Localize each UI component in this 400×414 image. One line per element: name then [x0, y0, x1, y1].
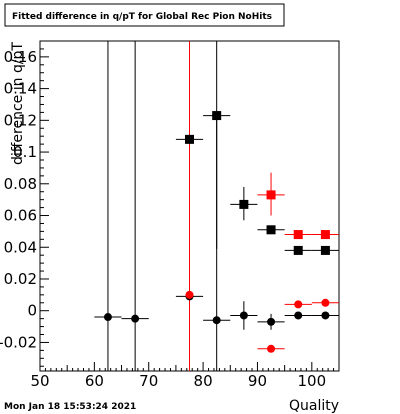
data-point-circle	[321, 298, 330, 307]
data-point-circle	[267, 344, 276, 353]
data-point-circle	[131, 314, 140, 323]
data-point-square	[185, 134, 194, 144]
data-point-circle	[239, 311, 248, 320]
y-tick-label: 0.08	[4, 175, 37, 193]
data-point-square	[320, 230, 330, 240]
data-point-circle	[267, 317, 276, 326]
y-axis-title: difference in q/pT	[10, 42, 26, 165]
y-tick-label: -0.02	[0, 333, 37, 351]
x-axis-title: Quality	[289, 398, 339, 414]
data-point-square	[320, 245, 330, 255]
y-tick-label: 0.06	[4, 207, 37, 225]
y-tick-label: 0.1	[13, 143, 37, 161]
y-tick-label: 0.04	[4, 238, 37, 256]
x-tick-label: 80	[194, 372, 213, 390]
x-tick-label: 70	[139, 372, 158, 390]
data-marks	[94, 41, 339, 371]
data-point-square	[212, 111, 222, 121]
data-point-circle	[212, 316, 221, 325]
x-tick-label: 50	[30, 372, 49, 390]
axis-ticks	[39, 40, 340, 371]
x-tick-label: 60	[85, 372, 104, 390]
y-tick-label: 0.12	[4, 111, 37, 129]
data-point-square	[293, 245, 303, 255]
y-tick-label: 0.02	[4, 270, 37, 288]
x-tick-label: 100	[297, 372, 326, 390]
timestamp: Mon Jan 18 15:53:24 2021	[4, 402, 136, 412]
y-tick-label: 0	[27, 302, 37, 320]
y-tick-label: 0.14	[4, 80, 37, 98]
title-box	[4, 3, 285, 27]
data-point-square	[266, 225, 276, 235]
data-point-square	[239, 199, 249, 209]
x-tick-label: 90	[248, 372, 267, 390]
y-tick-label: 0.16	[4, 48, 37, 66]
data-point-circle	[185, 290, 194, 299]
chart-title: Fitted difference in q/pT for Global Rec…	[12, 12, 272, 22]
data-point-circle	[103, 313, 112, 322]
data-point-circle	[294, 300, 303, 309]
data-point-square	[293, 230, 303, 240]
data-point-square	[266, 190, 276, 200]
data-point-circle	[321, 311, 330, 320]
data-point-circle	[294, 311, 303, 320]
tick-labels: 50 60 70 80 90 100 -0.02 0 0.02 0.04 0.06 0.08 0.1 0.…	[0, 48, 326, 390]
